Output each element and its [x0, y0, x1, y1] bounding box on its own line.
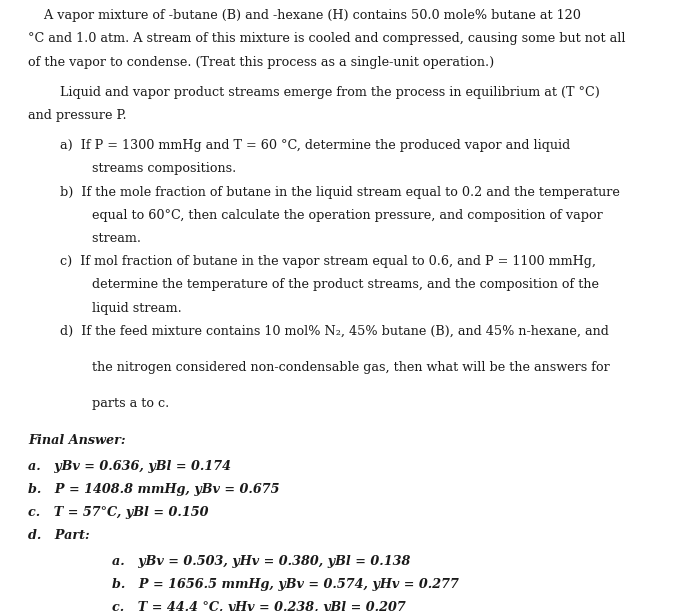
- Text: °C and 1.0 atm. A stream of this mixture is cooled and compressed, causing some : °C and 1.0 atm. A stream of this mixture…: [28, 32, 626, 45]
- Text: equal to 60°C, then calculate the operation pressure, and composition of vapor: equal to 60°C, then calculate the operat…: [28, 209, 603, 222]
- Text: A vapor mixture of -butane (B) and -hexane (H) contains 50.0 mole% butane at 120: A vapor mixture of -butane (B) and -hexa…: [28, 9, 581, 22]
- Text: a.   yBv = 0.503, yHv = 0.380, yBl = 0.138: a. yBv = 0.503, yHv = 0.380, yBl = 0.138: [112, 555, 410, 568]
- Text: of the vapor to condense. (Treat this process as a single-unit operation.): of the vapor to condense. (Treat this pr…: [28, 56, 494, 68]
- Text: c)  If mol fraction of butane in the vapor stream equal to 0.6, and P = 1100 mmH: c) If mol fraction of butane in the vapo…: [28, 255, 596, 268]
- Text: and pressure P.: and pressure P.: [28, 109, 127, 122]
- Text: d.   Part:: d. Part:: [28, 529, 90, 542]
- Text: a.   yBv = 0.636, yBl = 0.174: a. yBv = 0.636, yBl = 0.174: [28, 459, 231, 472]
- Text: stream.: stream.: [28, 232, 141, 245]
- Text: determine the temperature of the product streams, and the composition of the: determine the temperature of the product…: [28, 279, 599, 291]
- Text: c.   T = 57°C, yBl = 0.150: c. T = 57°C, yBl = 0.150: [28, 506, 209, 519]
- Text: d)  If the feed mixture contains 10 mol% N₂, 45% butane (B), and 45% n-hexane, a: d) If the feed mixture contains 10 mol% …: [28, 325, 609, 338]
- Text: liquid stream.: liquid stream.: [28, 302, 182, 315]
- Text: b)  If the mole fraction of butane in the liquid stream equal to 0.2 and the tem: b) If the mole fraction of butane in the…: [28, 186, 620, 199]
- Text: streams compositions.: streams compositions.: [28, 163, 237, 175]
- Text: b.   P = 1656.5 mmHg, yBv = 0.574, yHv = 0.277: b. P = 1656.5 mmHg, yBv = 0.574, yHv = 0…: [112, 578, 459, 591]
- Text: b.   P = 1408.8 mmHg, yBv = 0.675: b. P = 1408.8 mmHg, yBv = 0.675: [28, 483, 279, 496]
- Text: a)  If P = 1300 mmHg and T = 60 °C, determine the produced vapor and liquid: a) If P = 1300 mmHg and T = 60 °C, deter…: [28, 139, 570, 152]
- Text: Final Answer:: Final Answer:: [28, 434, 125, 447]
- Text: c.   T = 44.4 °C, yHv = 0.238, yBl = 0.207: c. T = 44.4 °C, yHv = 0.238, yBl = 0.207: [112, 601, 406, 611]
- Text: Liquid and vapor product streams emerge from the process in equilibrium at (T °C: Liquid and vapor product streams emerge …: [28, 86, 600, 99]
- Text: parts a to c.: parts a to c.: [28, 397, 169, 410]
- Text: the nitrogen considered non-condensable gas, then what will be the answers for: the nitrogen considered non-condensable …: [28, 361, 610, 374]
